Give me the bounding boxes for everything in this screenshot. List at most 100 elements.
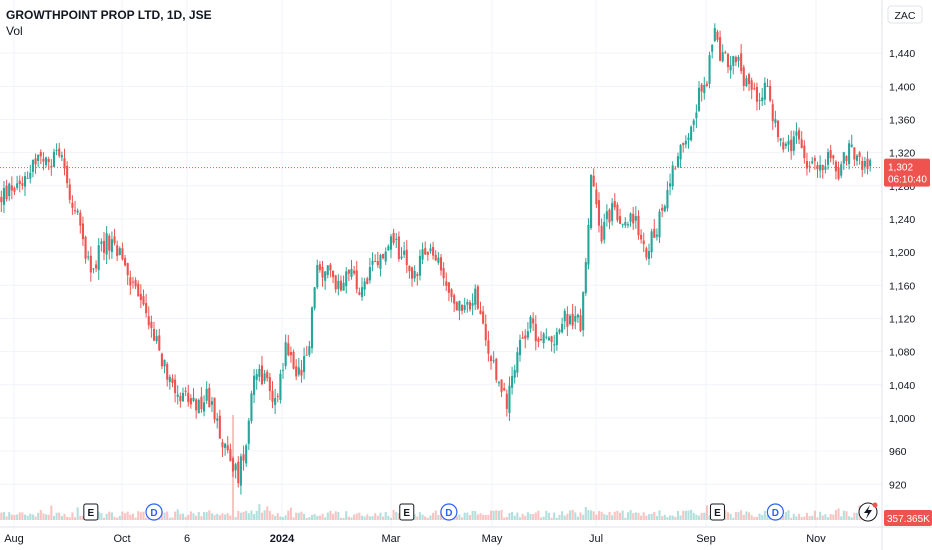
candle-body [642,240,645,245]
symbol-title[interactable]: GROWTHPOINT PROP LTD, 1D, JSE [6,8,212,22]
volume-bar [360,515,364,520]
candle-body [363,281,366,290]
volume-bar [848,516,851,520]
volume-bar [39,510,42,520]
y-tick-label: 1,160 [889,280,915,292]
candle-body [798,130,801,140]
volume-bar [303,513,306,520]
volume-bar [313,514,316,520]
volume-bar [508,512,511,520]
candle-body [424,248,427,255]
candle-body [271,390,274,402]
candle-body [95,264,98,269]
y-tick-label: 1,200 [889,247,915,259]
candle-body [645,248,648,258]
volume-bar [389,517,393,520]
volume-bar [2,512,6,520]
candle-body [129,277,132,286]
volume-bar [426,517,429,520]
y-tick-label: 1,120 [889,313,915,325]
candle-body [429,248,432,252]
volume-bar [387,515,390,520]
dividend-marker-label: D [445,508,452,519]
volume-bar [587,510,590,520]
y-tick-label: 920 [889,479,907,491]
candle-body [274,397,277,405]
candle-body [421,249,424,260]
candle-body [458,300,461,311]
candle-body [745,78,748,86]
last-price-countdown: 06:10:40 [888,175,927,186]
candle-body [453,295,456,304]
candle-body [258,368,261,377]
volume-bar [397,513,400,520]
volume-bar [487,514,490,520]
volume-bar [121,511,124,520]
volume-legend-label[interactable]: Vol [6,24,23,38]
candle-body [337,280,340,289]
candle-body [634,216,637,221]
candle-body [832,155,835,159]
candle-body [555,332,558,346]
candle-body [608,209,611,223]
candle-body [658,211,661,238]
candle-body [0,196,3,203]
volume-bar [263,510,266,520]
dividend-marker[interactable]: D [766,503,784,521]
volume-bar [5,516,8,520]
earnings-marker[interactable]: E [709,503,725,521]
candle-body [816,165,819,170]
volume-bar [766,515,769,520]
volume-bar [131,513,135,520]
candle-body [55,149,58,151]
volume-bar [66,516,69,520]
earnings-marker[interactable]: E [399,503,415,521]
candle-body [221,442,224,448]
candle-body [747,74,751,84]
candle-body [742,67,745,86]
candle-body [324,271,327,281]
volume-bar [539,517,543,520]
candle-body [166,363,169,380]
candle-body [403,250,406,255]
candle-body [537,338,540,342]
volume-bar [795,516,798,520]
dividend-marker[interactable]: D [145,503,163,521]
volume-bar [471,510,474,520]
candle-body [432,246,435,256]
candle-body [495,358,498,380]
candle-body [719,37,722,61]
dividend-marker[interactable]: D [440,503,458,521]
volume-bar [492,510,495,520]
candle-body [561,323,564,333]
volume-bar [429,515,432,520]
candle-body [611,203,614,221]
candle-body [332,270,335,278]
candle-body [526,331,529,338]
candle-body [703,84,706,94]
candle-body [334,275,337,290]
candle-body [297,367,300,375]
lightning-icon[interactable] [858,502,878,522]
candle-body [284,342,287,367]
candle-body [692,120,695,125]
volume-bar [363,516,366,520]
candle-body [321,266,324,278]
candle-body [66,165,69,184]
currency-button[interactable]: ZAC [887,5,923,24]
volume-bar [145,517,148,520]
earnings-marker[interactable]: E [83,503,99,521]
volume-bar [371,516,374,520]
candle-body [23,176,27,187]
volume-bar [208,510,211,520]
volume-bar [745,511,748,520]
candle-body [750,80,753,90]
candle-body [503,388,506,391]
candle-body [468,302,472,310]
candle-body [295,366,298,377]
volume-bar [634,512,637,520]
candle-body [853,147,856,160]
volume-bar [547,512,550,520]
